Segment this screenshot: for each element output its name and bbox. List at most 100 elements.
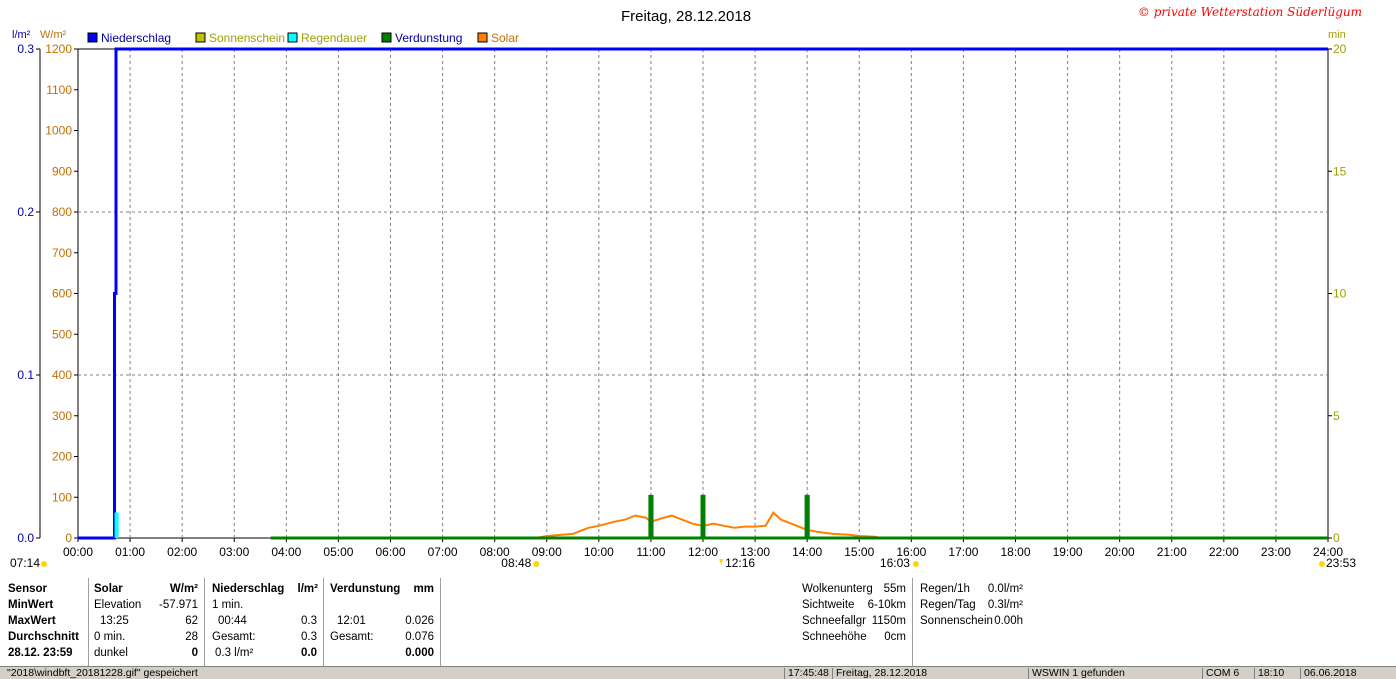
x-tick-label: 22:00 bbox=[1209, 545, 1239, 559]
verd-row-label: Gesamt: bbox=[330, 631, 374, 643]
solar-tick-label: 200 bbox=[52, 450, 72, 464]
weather-label: Regen/Tag bbox=[920, 599, 976, 611]
sensor-row-label: MinWert bbox=[8, 599, 54, 611]
x-tick-label: 12:00 bbox=[688, 545, 718, 559]
weather-value: 0.3l/m² bbox=[987, 599, 1023, 611]
x-tick-label: 01:00 bbox=[115, 545, 145, 559]
legend-label: Verdunstung bbox=[395, 31, 462, 45]
status-file: "2018\windbft_20181228.gif" gespeichert bbox=[7, 667, 198, 679]
status-found: WSWIN 1 gefunden bbox=[1028, 668, 1202, 679]
verd-row-value: 0.026 bbox=[405, 615, 434, 627]
marker-right_bottom: 23:53 bbox=[1326, 556, 1356, 570]
min-tick-label: 5 bbox=[1333, 409, 1340, 423]
weather-value: 0cm bbox=[884, 631, 906, 643]
x-tick-label: 13:00 bbox=[740, 545, 770, 559]
min-tick-label: 15 bbox=[1333, 164, 1347, 178]
x-tick-label: 20:00 bbox=[1105, 545, 1135, 559]
divider bbox=[912, 578, 913, 666]
markers: 07:14 08:48 12:16 16:03 23:53 bbox=[10, 556, 1356, 570]
solar-tick-label: 300 bbox=[52, 409, 72, 423]
marker-sunset: 16:03 bbox=[880, 556, 910, 570]
precip-tick-label: 0.0 bbox=[17, 531, 34, 545]
x-tick-label: 21:00 bbox=[1157, 545, 1187, 559]
solar-row-label: dunkel bbox=[94, 647, 128, 659]
sensor-row-label: MaxWert bbox=[8, 615, 56, 627]
solar-tick-label: 900 bbox=[52, 164, 72, 178]
legend-label: Niederschlag bbox=[101, 31, 171, 45]
weather-value: 6-10km bbox=[867, 599, 906, 611]
x-tick-label: 16:00 bbox=[896, 545, 926, 559]
verd-row-label: 12:01 bbox=[337, 615, 366, 627]
divider bbox=[323, 578, 324, 666]
min-tick-label: 20 bbox=[1333, 42, 1347, 56]
divider bbox=[440, 578, 441, 666]
sensor-row-label: Sensor bbox=[8, 583, 47, 595]
nieder-unit: l/m² bbox=[297, 583, 318, 595]
verd-row-value: 0.076 bbox=[405, 631, 434, 643]
left-unit-precip: l/m² bbox=[12, 29, 31, 41]
marker-sunrise: 08:48 bbox=[501, 556, 531, 570]
divider bbox=[88, 578, 89, 666]
axes: 00:00 01:00 02:00 03:00 04:00 05:00 06:00 07:00… bbox=[17, 42, 1346, 559]
solar-tick-label: 1200 bbox=[45, 42, 72, 56]
solar-tick-label: 0 bbox=[65, 531, 72, 545]
nieder-row-label: Gesamt: bbox=[212, 631, 256, 643]
x-tick-label: 11:00 bbox=[636, 545, 665, 559]
min-tick-label: 10 bbox=[1333, 287, 1347, 301]
solar-tick-label: 1100 bbox=[46, 83, 72, 97]
x-tick-label: 14:00 bbox=[792, 545, 822, 559]
sensor-row-label: Durchschnitt bbox=[8, 631, 79, 643]
precip-tick-label: 0.1 bbox=[17, 368, 34, 382]
solar-row-label: 0 min. bbox=[94, 631, 126, 643]
x-tick-label: 17:00 bbox=[948, 545, 978, 559]
x-tick-label: 02:00 bbox=[167, 545, 197, 559]
legend-swatch bbox=[195, 32, 206, 43]
sun-marker-icon bbox=[41, 561, 47, 567]
grid bbox=[77, 48, 1329, 539]
x-tick-label: 07:00 bbox=[428, 545, 458, 559]
status-clock: 18:10 bbox=[1254, 668, 1302, 679]
x-tick-label: 05:00 bbox=[323, 545, 353, 559]
weather-value: 1150m bbox=[871, 615, 906, 627]
marker-noon: 12:16 bbox=[725, 556, 755, 570]
x-tick-label: 09:00 bbox=[532, 545, 562, 559]
data-panel: Sensor MinWert MaxWert Durchschnitt 28.12. 2… bbox=[0, 578, 1396, 666]
x-tick-label: 23:00 bbox=[1261, 545, 1291, 559]
weather-label: Wolkenunterg bbox=[802, 583, 873, 595]
solar-tick-label: 800 bbox=[52, 205, 72, 219]
series-line-solar bbox=[536, 511, 881, 539]
solar-tick-label: 500 bbox=[52, 327, 72, 341]
solar-header: Solar bbox=[94, 583, 123, 595]
solar-row-value: 0 bbox=[191, 647, 198, 659]
x-tick-label: 24:00 bbox=[1313, 545, 1343, 559]
status-date: Freitag, 28.12.2018 bbox=[832, 668, 1026, 679]
x-tick-label: 08:00 bbox=[480, 545, 510, 559]
x-tick-label: 19:00 bbox=[1053, 545, 1083, 559]
nieder-row-value: 0.0 bbox=[301, 647, 317, 659]
solar-tick-label: 100 bbox=[52, 490, 72, 504]
weather-label: Sonnenschein bbox=[920, 615, 993, 627]
sun-marker-icon bbox=[1319, 561, 1325, 567]
x-tick-label: 18:00 bbox=[1000, 545, 1030, 559]
series-line-niederschlag bbox=[78, 47, 1328, 540]
solar-tick-label: 1000 bbox=[45, 124, 72, 138]
solar-row-label: 13:25 bbox=[100, 615, 129, 627]
solar-tick-label: 700 bbox=[52, 246, 72, 260]
precip-tick-label: 0.2 bbox=[17, 205, 34, 219]
nieder-row-value: 0.3 bbox=[301, 631, 317, 643]
solar-tick-label: 600 bbox=[52, 287, 72, 301]
x-tick-label: 03:00 bbox=[219, 545, 249, 559]
x-tick-label: 06:00 bbox=[375, 545, 405, 559]
legend-label: Solar bbox=[491, 31, 519, 45]
weather-value: 55m bbox=[883, 583, 906, 595]
marker-left_bottom: 07:14 bbox=[10, 556, 40, 570]
weather-label: Sichtweite bbox=[802, 599, 855, 611]
legend: Niederschlag Sonnenschein Regendauer Verdun… bbox=[87, 31, 519, 45]
noon-marker-icon bbox=[719, 559, 724, 565]
series-line-verdunstung bbox=[270, 494, 1328, 540]
verd-row-value: 0.000 bbox=[405, 647, 434, 659]
copyright-label: © private Wetterstation Süderlügum bbox=[1138, 5, 1362, 19]
solar-row-value: -57.971 bbox=[158, 599, 198, 611]
legend-swatch bbox=[477, 32, 488, 43]
x-tick-label: 04:00 bbox=[271, 545, 301, 559]
